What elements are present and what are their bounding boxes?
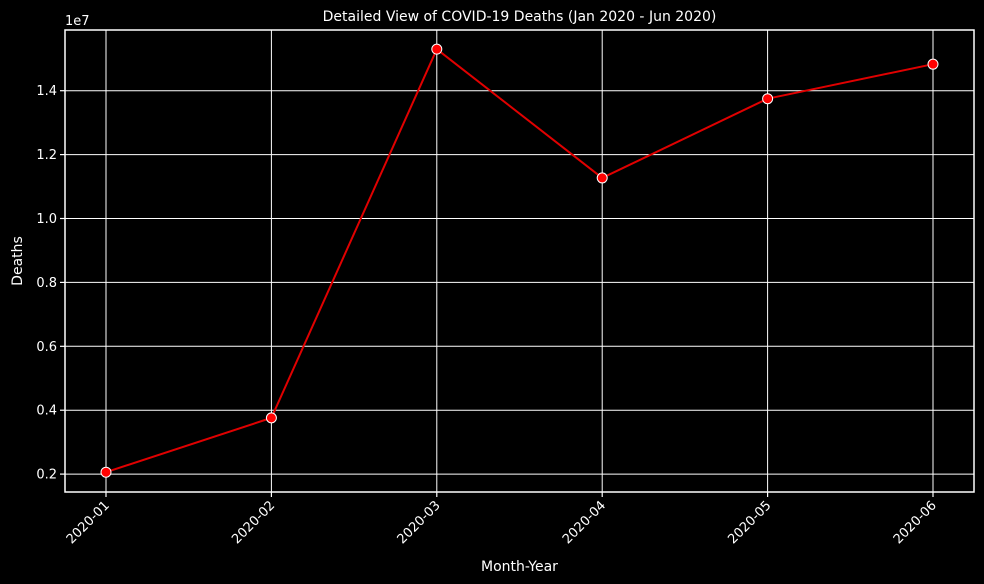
y-axis-label: Deaths <box>10 236 26 286</box>
series-deaths <box>100 43 939 478</box>
y-tick-label: 0.8 <box>36 276 57 291</box>
y-axis-ticks: 0.2 0.4 0.6 0.8 1.0 1.2 1.4 <box>36 84 65 483</box>
y-tick-label: 0.4 <box>36 404 57 419</box>
y-axis-scale-label: 1e7 <box>65 14 90 29</box>
y-tick-label: 0.6 <box>36 340 57 355</box>
series-line-deaths <box>105 48 934 474</box>
data-point-2020-06 <box>927 58 939 70</box>
plot-area-frame <box>64 29 975 493</box>
data-point-2020-05 <box>762 93 774 105</box>
grid-lines <box>65 30 974 492</box>
data-point-2020-02 <box>265 412 277 424</box>
x-axis-label: Month-Year <box>481 559 558 575</box>
y-tick-label: 1.2 <box>36 148 57 163</box>
y-tick-label: 1.0 <box>36 212 57 227</box>
data-point-2020-01 <box>100 466 112 478</box>
y-tick-label: 1.4 <box>36 84 57 99</box>
y-tick-label: 0.2 <box>36 468 57 483</box>
data-point-2020-03 <box>431 43 443 55</box>
chart-title: Detailed View of COVID-19 Deaths (Jan 20… <box>323 9 717 25</box>
data-point-2020-04 <box>596 172 608 184</box>
